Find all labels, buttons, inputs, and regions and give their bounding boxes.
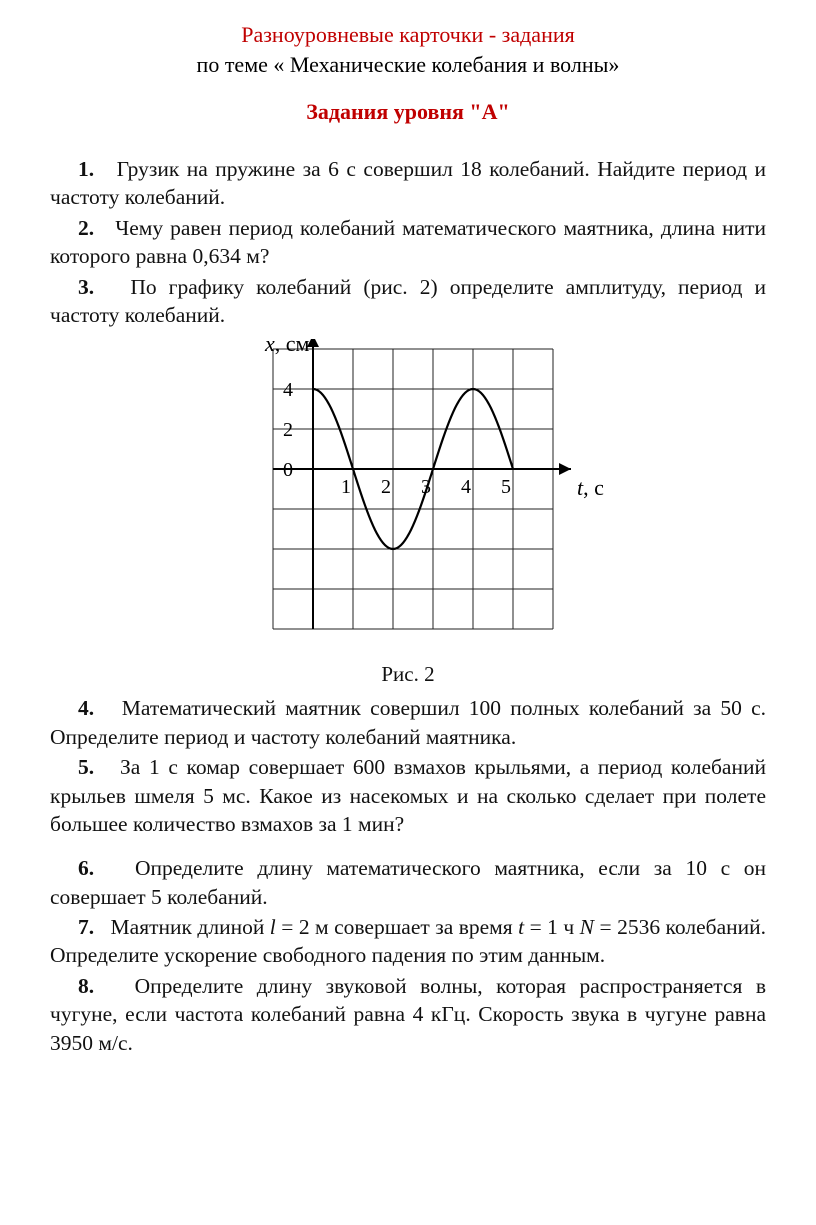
- svg-text:4: 4: [283, 379, 293, 401]
- num-5: 5.: [78, 755, 94, 779]
- svg-text:2: 2: [381, 476, 391, 498]
- oscillation-chart: 1 2 3 4 5 0 2 4 x, см t, с: [203, 339, 613, 649]
- text-6: Определите длину математического маятник…: [50, 856, 766, 908]
- svg-text:3: 3: [421, 476, 431, 498]
- num-8: 8.: [78, 974, 94, 998]
- level-title: Задания уровня "А": [50, 97, 766, 127]
- p7-n: N: [580, 915, 594, 939]
- num-3: 3.: [78, 275, 94, 299]
- svg-text:0: 0: [283, 459, 293, 481]
- problem-6: 6. Определите длину математического маят…: [50, 854, 766, 911]
- text-1: Грузик на пружине за 6 с совершил 18 кол…: [50, 157, 766, 209]
- p7-pre: Маятник длиной: [111, 915, 270, 939]
- problem-1: 1. Грузик на пружине за 6 с совершил 18 …: [50, 155, 766, 212]
- figure-2: 1 2 3 4 5 0 2 4 x, см t, с: [50, 339, 766, 656]
- p7-leq: = 2 м совершает за время: [276, 915, 518, 939]
- text-3: По графику колебаний (рис. 2) определите…: [50, 275, 766, 327]
- svg-text:4: 4: [461, 476, 471, 498]
- text-8: Определите длину звуковой волны, которая…: [50, 974, 766, 1055]
- svg-text:5: 5: [501, 476, 511, 498]
- svg-text:2: 2: [283, 419, 293, 441]
- num-2: 2.: [78, 216, 94, 240]
- svg-text:t, с: t, с: [577, 475, 604, 500]
- num-6: 6.: [78, 856, 94, 880]
- header-line2: по теме « Механические колебания и волны…: [50, 50, 766, 80]
- text-4: Математический маятник совершил 100 полн…: [50, 696, 766, 748]
- problem-8: 8. Определите длину звуковой волны, кото…: [50, 972, 766, 1057]
- num-4: 4.: [78, 696, 94, 720]
- problem-7: 7. Маятник длиной l = 2 м совершает за в…: [50, 913, 766, 970]
- num-1: 1.: [78, 157, 94, 181]
- header-line1: Разноуровневые карточки - задания: [50, 20, 766, 50]
- problem-2: 2. Чему равен период колебаний математич…: [50, 214, 766, 271]
- p7-teq: = 1 ч: [524, 915, 580, 939]
- text-5: За 1 с комар совершает 600 взмахов крыль…: [50, 755, 766, 836]
- figure-caption: Рис. 2: [50, 661, 766, 689]
- problem-4: 4. Математический маятник совершил 100 п…: [50, 694, 766, 751]
- svg-text:x, см: x, см: [264, 339, 310, 356]
- problem-5: 5. За 1 с комар совершает 600 взмахов кр…: [50, 753, 766, 838]
- num-7: 7.: [78, 915, 94, 939]
- problem-3: 3. По графику колебаний (рис. 2) определ…: [50, 273, 766, 330]
- text-2: Чему равен период колебаний математическ…: [50, 216, 766, 268]
- problems-block: 1. Грузик на пружине за 6 с совершил 18 …: [50, 155, 766, 1057]
- svg-text:1: 1: [341, 476, 351, 498]
